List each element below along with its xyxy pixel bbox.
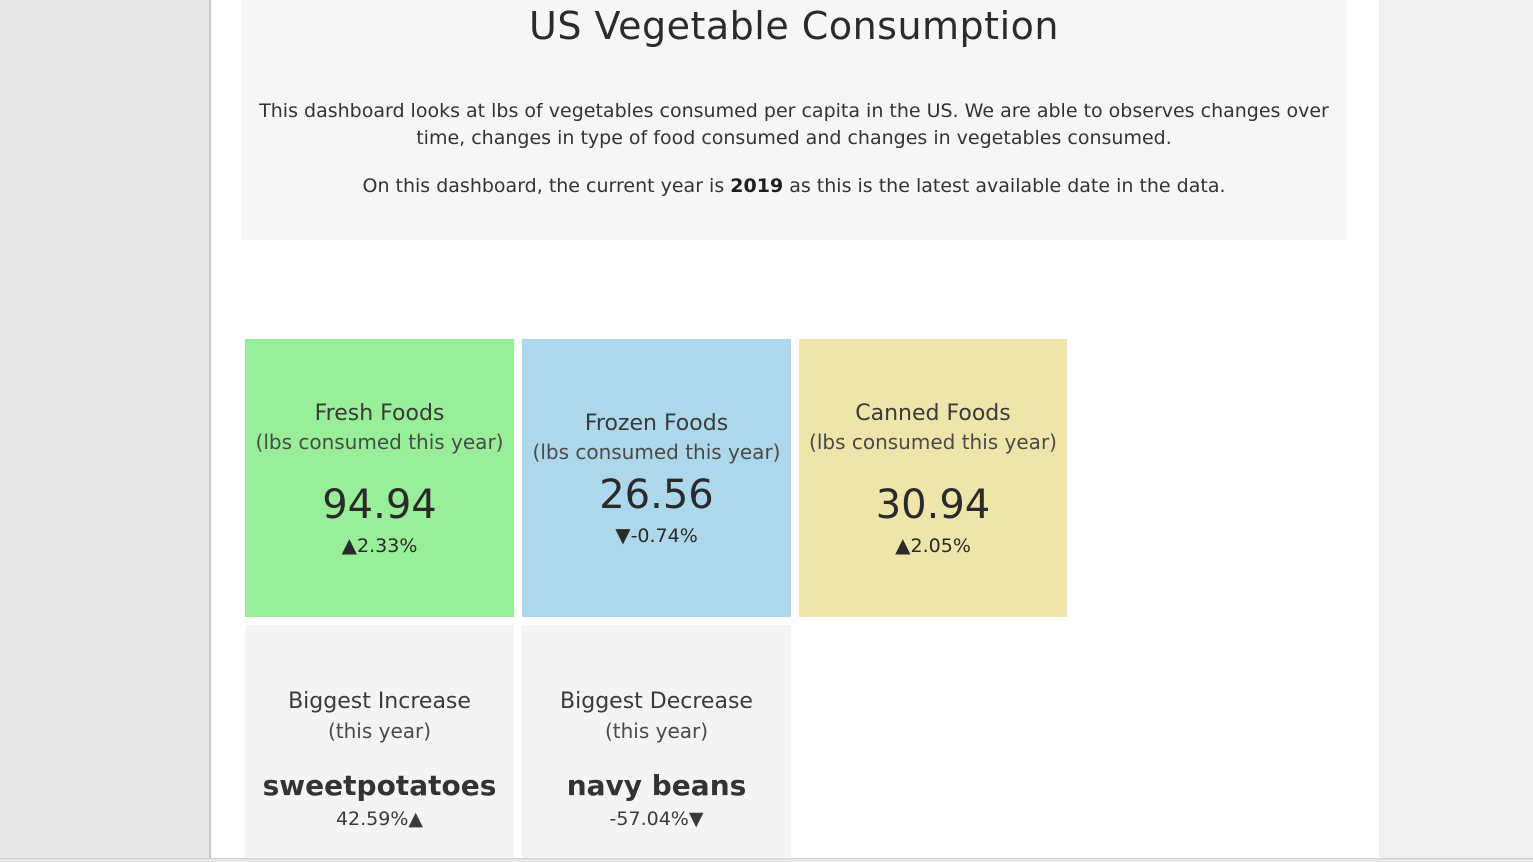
kpi-label: Canned Foods xyxy=(855,401,1011,426)
kpi-value: 30.94 xyxy=(875,482,991,528)
kpi-card-canned[interactable]: Canned Foods (lbs consumed this year) 30… xyxy=(799,339,1067,617)
kpi-sublabel: (lbs consumed this year) xyxy=(255,430,504,454)
highlight-change: 42.59%▲ xyxy=(245,808,514,830)
kpi-value: 26.56 xyxy=(599,472,714,518)
kpi-label: Frozen Foods xyxy=(584,411,729,436)
dashboard-description: This dashboard looks at lbs of vegetable… xyxy=(259,100,1329,149)
highlight-change: -57.04%▼ xyxy=(522,808,791,830)
highlight-header: Biggest Decrease (this year) xyxy=(522,687,791,746)
kpi-sublabel: (lbs consumed this year) xyxy=(532,440,781,464)
bottom-scroll-strip xyxy=(0,858,1533,862)
kpi-card-header: Canned Foods (lbs consumed this year) xyxy=(799,399,1067,457)
highlight-header: Biggest Increase (this year) xyxy=(245,687,514,746)
kpi-change-value: 2.05% xyxy=(910,535,971,557)
kpi-sublabel: (lbs consumed this year) xyxy=(809,430,1057,454)
current-year-value: 2019 xyxy=(730,175,784,197)
up-arrow-icon: ▲ xyxy=(341,533,358,557)
highlight-label: Biggest Decrease xyxy=(560,689,753,714)
highlight-vegetable-name: sweetpotatoes xyxy=(262,769,497,802)
highlight-vegetable-name: navy beans xyxy=(566,769,747,802)
up-arrow-icon: ▲ xyxy=(895,533,911,557)
kpi-card-header: Frozen Foods (lbs consumed this year) xyxy=(522,409,791,467)
kpi-label: Fresh Foods xyxy=(314,401,445,426)
kpi-change: ▼-0.74% xyxy=(522,522,791,549)
left-gutter xyxy=(0,0,211,861)
down-arrow-icon: ▼ xyxy=(688,808,704,830)
kpi-card-fresh[interactable]: Fresh Foods (lbs consumed this year) 94.… xyxy=(245,339,514,617)
biggest-increase-card[interactable]: Biggest Increase (this year) sweetpotato… xyxy=(245,625,514,861)
highlight-change-value: -57.04% xyxy=(609,808,689,830)
up-arrow-icon: ▲ xyxy=(408,808,424,830)
kpi-card-frozen[interactable]: Frozen Foods (lbs consumed this year) 26… xyxy=(522,339,791,617)
kpi-value: 94.94 xyxy=(322,482,437,528)
right-gutter xyxy=(1379,0,1533,861)
kpi-change-value: -0.74% xyxy=(630,525,698,547)
down-arrow-icon: ▼ xyxy=(615,523,631,547)
kpi-change-value: 2.33% xyxy=(357,535,418,557)
highlight-sublabel: (this year) xyxy=(327,719,432,743)
highlight-sublabel: (this year) xyxy=(604,719,709,743)
current-year-prefix: On this dashboard, the current year is xyxy=(362,175,725,197)
header-panel: US Vegetable Consumption This dashboard … xyxy=(241,0,1347,240)
highlight-change-value: 42.59% xyxy=(335,808,409,830)
dashboard-canvas: US Vegetable Consumption This dashboard … xyxy=(211,0,1379,861)
current-year-note: On this dashboard, the current year is 2… xyxy=(241,175,1347,197)
kpi-card-header: Fresh Foods (lbs consumed this year) xyxy=(245,399,514,457)
dashboard-title: US Vegetable Consumption xyxy=(529,4,1059,48)
biggest-decrease-card[interactable]: Biggest Decrease (this year) navy beans … xyxy=(522,625,791,861)
kpi-change: ▲2.33% xyxy=(245,532,514,559)
kpi-change: ▲2.05% xyxy=(799,532,1067,559)
highlight-label: Biggest Increase xyxy=(288,689,471,714)
current-year-suffix: as this is the latest available date in … xyxy=(789,175,1226,197)
